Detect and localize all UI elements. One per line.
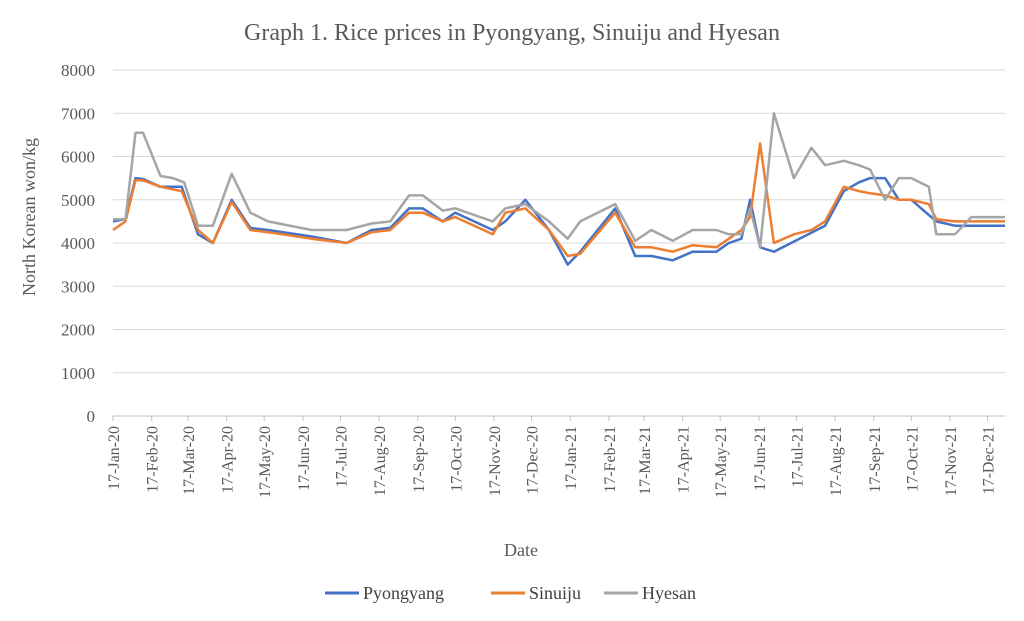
x-tick-label: 17-Sep-20 — [411, 426, 428, 493]
series-line-hyesan — [113, 112, 1005, 249]
series-line-sinuiju — [112, 142, 1005, 258]
x-tick-label: 17-Apr-20 — [220, 426, 237, 493]
x-tick-label: 17-Jan-21 — [563, 426, 580, 490]
x-axis-label: Date — [504, 540, 538, 560]
x-tick-label: 17-Oct-20 — [448, 426, 465, 492]
y-tick-label: 7000 — [61, 104, 95, 123]
x-tick-label: 17-Jul-20 — [333, 426, 350, 487]
x-tick-label: 17-Aug-21 — [828, 426, 845, 496]
x-tick-label: 17-Feb-21 — [602, 426, 619, 493]
y-tick-label: 8000 — [61, 61, 95, 80]
x-tick-label: 17-Jul-21 — [789, 426, 806, 487]
y-tick-label: 6000 — [61, 148, 95, 167]
y-tick-label: 0 — [87, 407, 96, 426]
x-tick-label: 17-Dec-21 — [981, 426, 998, 494]
x-tick-label: 17-Mar-20 — [181, 426, 198, 495]
x-tick-label: 17-Nov-21 — [943, 426, 960, 496]
x-tick-label: 17-Jan-20 — [106, 426, 123, 490]
x-tick-label: 17-May-21 — [713, 426, 730, 498]
legend-label-sinuiju: Sinuiju — [529, 583, 581, 603]
series-line-pyongyang — [112, 176, 1005, 266]
x-tick-label: 17-Nov-20 — [487, 426, 504, 496]
legend-label-pyongyang: Pyongyang — [363, 583, 444, 603]
x-tick-label: 17-Aug-20 — [372, 426, 389, 496]
y-tick-label: 1000 — [61, 364, 95, 383]
y-axis-ticks: 0 1000 2000 3000 4000 5000 6000 7000 8000 — [61, 61, 95, 426]
y-tick-label: 2000 — [61, 321, 95, 340]
x-tick-label: 17-Sep-21 — [867, 426, 884, 493]
x-tick-label: 17-Jun-21 — [752, 426, 769, 491]
x-tick-label: 17-Apr-21 — [676, 426, 693, 493]
x-tick-label: 17-May-20 — [257, 426, 274, 498]
chart-title: Graph 1. Rice prices in Pyongyang, Sinui… — [244, 20, 780, 46]
x-tick-label: 17-Feb-20 — [145, 426, 162, 493]
x-tick-label: 17-Dec-20 — [525, 426, 542, 494]
x-tick-label: 17-Jun-20 — [296, 426, 313, 491]
legend: Pyongyang Sinuiju Hyesan — [325, 583, 696, 603]
y-axis-label: North Korean won/kg — [19, 138, 39, 296]
legend-label-hyesan: Hyesan — [642, 583, 696, 603]
series-lines — [112, 112, 1005, 266]
x-axis-ticks: 17-Jan-20 17-Feb-20 17-Mar-20 17-Apr-20 17-M… — [106, 416, 998, 498]
y-tick-label: 5000 — [61, 191, 95, 210]
x-tick-label: 17-Mar-21 — [637, 426, 654, 495]
y-tick-label: 4000 — [61, 234, 95, 253]
y-tick-label: 3000 — [61, 277, 95, 296]
x-tick-label: 17-Oct-21 — [904, 426, 921, 492]
